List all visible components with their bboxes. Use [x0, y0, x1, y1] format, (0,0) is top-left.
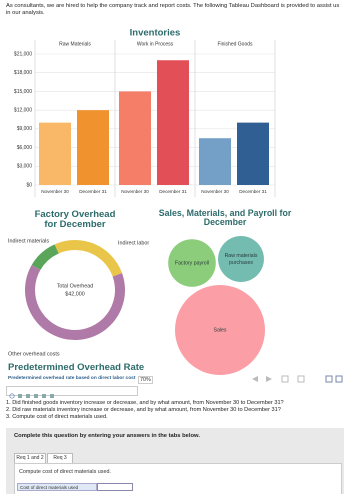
bubble [218, 236, 264, 282]
label-line: Raw materials [225, 253, 258, 259]
label-line: purchases [229, 260, 253, 266]
segment-label: Other overhead costs [8, 351, 60, 357]
question: 1. Did finished goods inventory increase… [6, 400, 284, 406]
dashboard: Inventories $0 $3,000 $6,000 $9,000 $12,000 $1… [8, 28, 292, 375]
toolbar-icons [9, 393, 54, 399]
y-tick-label: $0 [26, 182, 32, 188]
icon[interactable] [335, 375, 343, 383]
title-line: Factory Overhead [35, 209, 116, 220]
bar [119, 91, 151, 185]
bar [39, 122, 71, 185]
bar [77, 110, 109, 185]
segment-label: Indirect labor [118, 240, 149, 246]
rate-label: Predetermined overhead rate based on dir… [8, 376, 136, 381]
center-label: Total Overhead [57, 283, 94, 289]
title-line: for December [44, 219, 106, 230]
icon[interactable] [34, 394, 38, 398]
icon[interactable] [9, 393, 15, 399]
intro-text: As consultants, we are hired to help the… [6, 3, 340, 16]
instructions: Complete this question by entering your … [14, 433, 200, 439]
rate-value: 70% [138, 376, 153, 384]
icon[interactable] [42, 394, 46, 398]
tab-panel: Compute cost of direct materials used. C… [14, 463, 342, 494]
chart-title: Inventories [130, 28, 181, 39]
toolbar [6, 386, 138, 399]
y-tick-label: $9,000 [17, 126, 33, 132]
bar [199, 138, 231, 185]
donut-segment [24, 265, 125, 340]
icon[interactable] [252, 376, 258, 382]
chart-title: Sales, Materials, and Payroll for Decembe… [159, 208, 292, 227]
icon[interactable] [281, 375, 289, 383]
x-tick-label: December 31 [239, 189, 267, 194]
dashboard-controls [252, 375, 343, 383]
question: 2. Did raw materials inventory increase … [6, 407, 281, 413]
title-line: December [204, 217, 247, 227]
icon[interactable] [325, 375, 333, 383]
icon[interactable] [266, 376, 272, 382]
icon[interactable] [18, 394, 22, 398]
rate-title: Predetermined Overhead Rate [8, 362, 145, 373]
panel-header: Finished Goods [217, 41, 253, 47]
x-tick-label: November 30 [41, 189, 69, 194]
title-line: Sales, Materials, and Payroll for [159, 208, 292, 218]
panel-header: Raw Materials [59, 41, 91, 47]
icon[interactable] [26, 394, 30, 398]
segment-label: Indirect materials [8, 238, 49, 244]
bubble [168, 239, 216, 287]
tab[interactable]: Req 3 [47, 453, 73, 464]
answer-box: Complete this question by entering your … [6, 428, 344, 494]
question: 3. Compute cost of direct materials used… [6, 414, 108, 420]
bar [237, 122, 269, 185]
y-tick-label: $18,000 [14, 70, 32, 76]
bubble-label: Sales [214, 327, 227, 333]
bar [157, 60, 189, 185]
task-text: Compute cost of direct materials used. [19, 469, 111, 475]
bubble-label: Raw materials purchases [225, 253, 258, 266]
y-tick-label: $3,000 [17, 164, 33, 170]
center-label: $42,000 [65, 291, 85, 297]
y-tick-label: $21,000 [14, 51, 32, 57]
panel-header: Work in Process [137, 41, 174, 47]
x-tick-label: December 31 [79, 189, 107, 194]
answer-label: Cost of direct materials used [17, 483, 97, 491]
y-tick-label: $12,000 [14, 107, 32, 113]
x-tick-label: November 30 [201, 189, 229, 194]
answer-input[interactable] [97, 483, 133, 491]
questions: 1. Did finished goods inventory increase… [6, 400, 344, 421]
donut-segment [54, 240, 123, 277]
chart-title: Factory Overhead for December [35, 209, 116, 230]
y-tick-label: $6,000 [17, 145, 33, 151]
icon[interactable] [297, 375, 305, 383]
bubble-label: Factory payroll [175, 260, 209, 266]
x-tick-label: November 30 [121, 189, 149, 194]
icon[interactable] [50, 394, 54, 398]
y-tick-label: $15,000 [14, 89, 32, 95]
bubble [175, 285, 265, 375]
x-tick-label: December 31 [159, 189, 187, 194]
donut-segment [31, 244, 59, 270]
